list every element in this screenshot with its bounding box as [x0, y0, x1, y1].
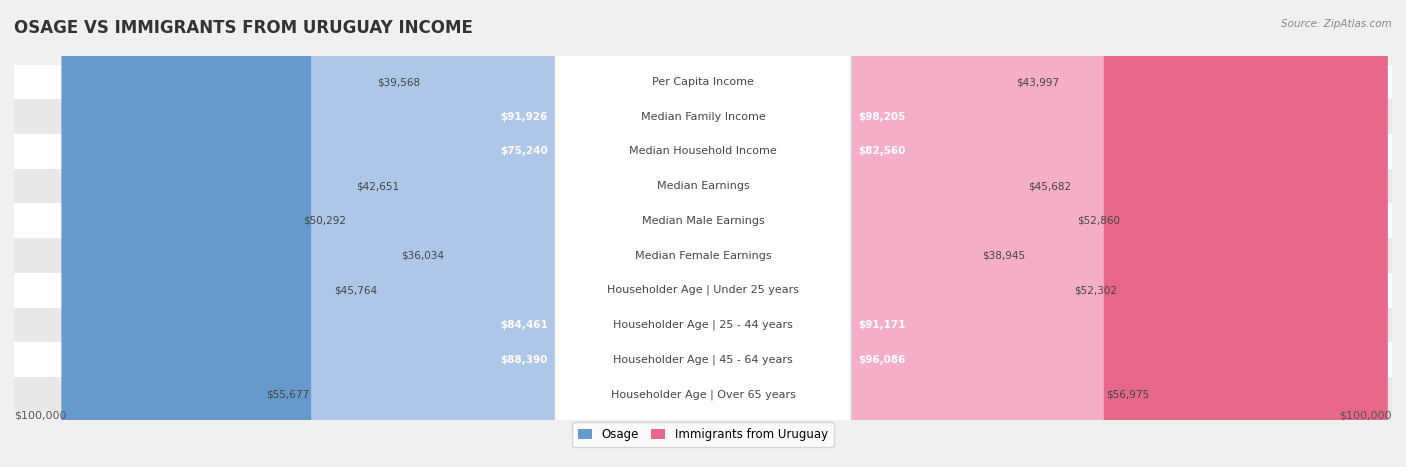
Text: Median Male Earnings: Median Male Earnings	[641, 216, 765, 226]
FancyBboxPatch shape	[176, 0, 567, 467]
Text: $100,000: $100,000	[14, 411, 66, 421]
Bar	[14, 134, 1392, 169]
Text: $91,926: $91,926	[501, 112, 548, 122]
Bar	[14, 204, 1392, 238]
Bar	[14, 308, 1392, 342]
Text: Per Capita Income: Per Capita Income	[652, 77, 754, 87]
Text: Median Earnings: Median Earnings	[657, 181, 749, 191]
Bar	[14, 99, 1392, 134]
FancyBboxPatch shape	[839, 0, 1374, 467]
FancyBboxPatch shape	[839, 0, 1340, 467]
Text: Householder Age | Over 65 years: Householder Age | Over 65 years	[610, 389, 796, 400]
Text: $42,651: $42,651	[356, 181, 399, 191]
FancyBboxPatch shape	[555, 0, 851, 467]
Text: Householder Age | 25 - 44 years: Householder Age | 25 - 44 years	[613, 319, 793, 330]
FancyBboxPatch shape	[839, 0, 1026, 467]
FancyBboxPatch shape	[422, 0, 567, 467]
Text: Householder Age | 45 - 64 years: Householder Age | 45 - 64 years	[613, 354, 793, 365]
Bar	[14, 238, 1392, 273]
Text: $52,860: $52,860	[1077, 216, 1121, 226]
FancyBboxPatch shape	[839, 0, 980, 467]
Text: $98,205: $98,205	[858, 112, 905, 122]
Bar	[14, 273, 1392, 308]
Text: $96,086: $96,086	[858, 354, 905, 365]
FancyBboxPatch shape	[555, 0, 851, 467]
FancyBboxPatch shape	[112, 0, 567, 467]
FancyBboxPatch shape	[401, 0, 567, 467]
FancyBboxPatch shape	[555, 0, 851, 467]
Text: $91,171: $91,171	[858, 320, 905, 330]
Text: $38,945: $38,945	[981, 250, 1025, 261]
FancyBboxPatch shape	[86, 0, 567, 467]
FancyBboxPatch shape	[447, 0, 567, 467]
FancyBboxPatch shape	[311, 0, 567, 467]
Text: $75,240: $75,240	[501, 147, 548, 156]
FancyBboxPatch shape	[555, 0, 851, 467]
FancyBboxPatch shape	[62, 0, 567, 467]
FancyBboxPatch shape	[349, 0, 567, 467]
Text: $82,560: $82,560	[858, 147, 905, 156]
FancyBboxPatch shape	[555, 0, 851, 467]
FancyBboxPatch shape	[555, 0, 851, 467]
FancyBboxPatch shape	[555, 0, 851, 467]
Text: $43,997: $43,997	[1017, 77, 1060, 87]
FancyBboxPatch shape	[380, 0, 567, 467]
Text: Median Family Income: Median Family Income	[641, 112, 765, 122]
Text: $88,390: $88,390	[501, 354, 548, 365]
Text: $52,302: $52,302	[1074, 285, 1116, 295]
FancyBboxPatch shape	[839, 0, 1104, 467]
Text: OSAGE VS IMMIGRANTS FROM URUGUAY INCOME: OSAGE VS IMMIGRANTS FROM URUGUAY INCOME	[14, 19, 472, 37]
Text: $100,000: $100,000	[1340, 411, 1392, 421]
Text: $36,034: $36,034	[402, 250, 444, 261]
Bar	[14, 377, 1392, 411]
FancyBboxPatch shape	[839, 0, 1388, 467]
FancyBboxPatch shape	[555, 0, 851, 467]
Text: $45,764: $45,764	[335, 285, 377, 295]
Bar	[14, 65, 1392, 99]
Text: $50,292: $50,292	[304, 216, 346, 226]
FancyBboxPatch shape	[839, 0, 1071, 467]
FancyBboxPatch shape	[839, 0, 1279, 467]
Text: Median Household Income: Median Household Income	[628, 147, 778, 156]
Bar	[14, 169, 1392, 204]
Text: Source: ZipAtlas.com: Source: ZipAtlas.com	[1281, 19, 1392, 28]
FancyBboxPatch shape	[839, 0, 1076, 467]
FancyBboxPatch shape	[555, 0, 851, 467]
Text: $39,568: $39,568	[377, 77, 420, 87]
Text: $56,975: $56,975	[1107, 389, 1149, 399]
FancyBboxPatch shape	[839, 0, 1014, 467]
Text: $55,677: $55,677	[266, 389, 309, 399]
FancyBboxPatch shape	[555, 0, 851, 467]
Legend: Osage, Immigrants from Uruguay: Osage, Immigrants from Uruguay	[572, 422, 834, 447]
Text: $84,461: $84,461	[501, 320, 548, 330]
Text: Median Female Earnings: Median Female Earnings	[634, 250, 772, 261]
Text: Householder Age | Under 25 years: Householder Age | Under 25 years	[607, 285, 799, 296]
Text: $45,682: $45,682	[1028, 181, 1071, 191]
Bar	[14, 342, 1392, 377]
